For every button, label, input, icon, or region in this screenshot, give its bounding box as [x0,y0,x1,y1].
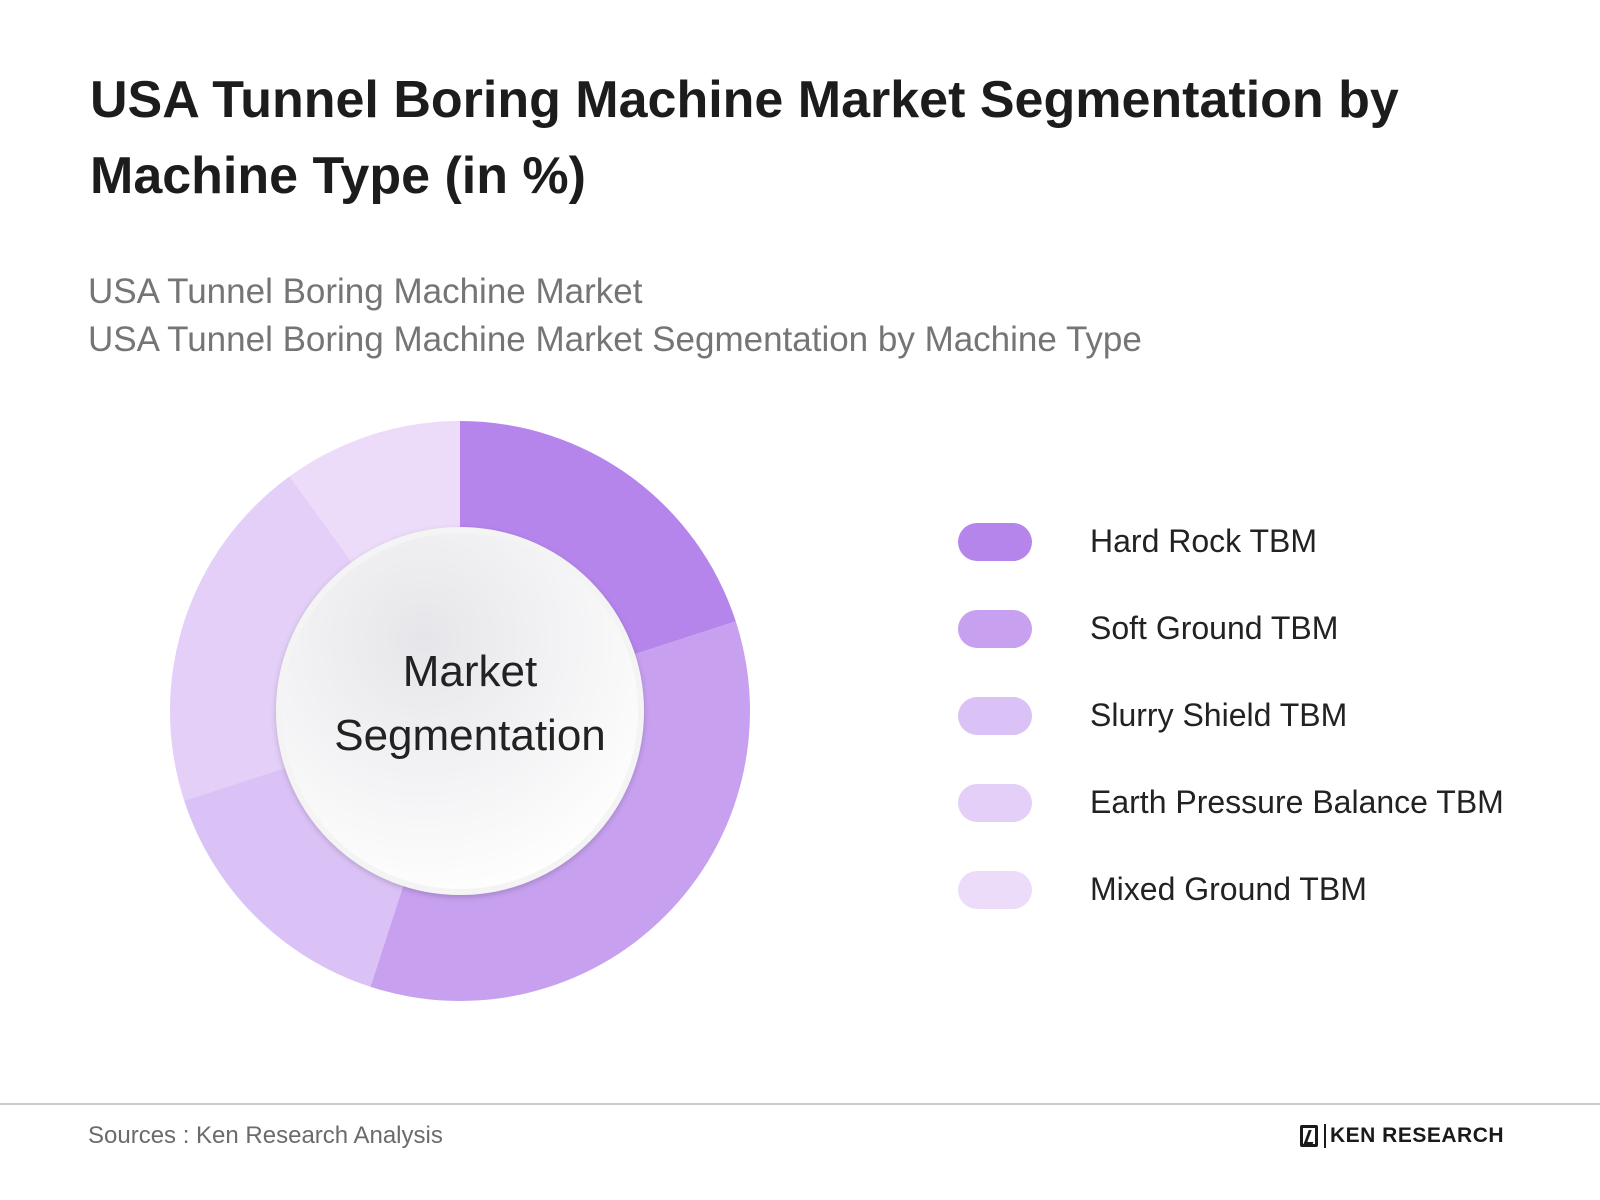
legend-item-slurry-shield: Slurry Shield TBM [958,672,1504,759]
legend-item-soft-ground: Soft Ground TBM [958,585,1504,672]
donut-slice-slurry-shield [184,767,404,987]
legend-swatch-earth-pressure [958,783,1032,822]
donut-slice-soft-ground [370,621,750,1001]
subtitle-block: USA Tunnel Boring Machine Market USA Tun… [88,268,1142,364]
legend-item-hard-rock: Hard Rock TBM [958,498,1504,585]
donut-slice-hard-rock [460,421,736,655]
brand-separator [1324,1124,1326,1148]
donut-chart [170,421,750,1001]
center-label-line-1: Market [402,647,538,696]
brand-logo: KEN RESEARCH [1300,1124,1504,1148]
legend-label-hard-rock: Hard Rock TBM [1090,523,1318,559]
donut-slice-earth-pressure [170,476,353,801]
brand-name: KEN RESEARCH [1330,1124,1505,1147]
center-label-line-2: Segmentation [334,711,606,760]
legend-swatch-mixed-ground [958,870,1032,909]
legend-label-earth-pressure: Earth Pressure Balance TBM [1090,784,1504,820]
ken-logo-icon [1300,1125,1318,1147]
source-note: Sources : Ken Research Analysis [88,1122,443,1149]
legend-item-earth-pressure: Earth Pressure Balance TBM [958,759,1504,846]
subtitle-line-1: USA Tunnel Boring Machine Market [88,272,643,311]
legend-label-slurry-shield: Slurry Shield TBM [1090,697,1348,733]
legend-swatch-soft-ground [958,609,1032,648]
legend-label-soft-ground: Soft Ground TBM [1090,610,1339,646]
legend-swatch-slurry-shield [958,696,1032,735]
legend-label-mixed-ground: Mixed Ground TBM [1090,871,1367,907]
legend-item-mixed-ground: Mixed Ground TBM [958,846,1504,933]
subtitle-line-2: USA Tunnel Boring Machine Market Segment… [88,320,1142,359]
legend: Hard Rock TBM Soft Ground TBM Slurry Shi… [958,498,1504,933]
donut-slice-mixed-ground [289,421,460,563]
legend-swatch-hard-rock [958,522,1032,561]
chart-title: USA Tunnel Boring Machine Market Segment… [90,71,1399,205]
donut-hub [276,527,644,895]
center-label: Market Segmentation [278,640,662,768]
footer-divider [0,1103,1600,1105]
